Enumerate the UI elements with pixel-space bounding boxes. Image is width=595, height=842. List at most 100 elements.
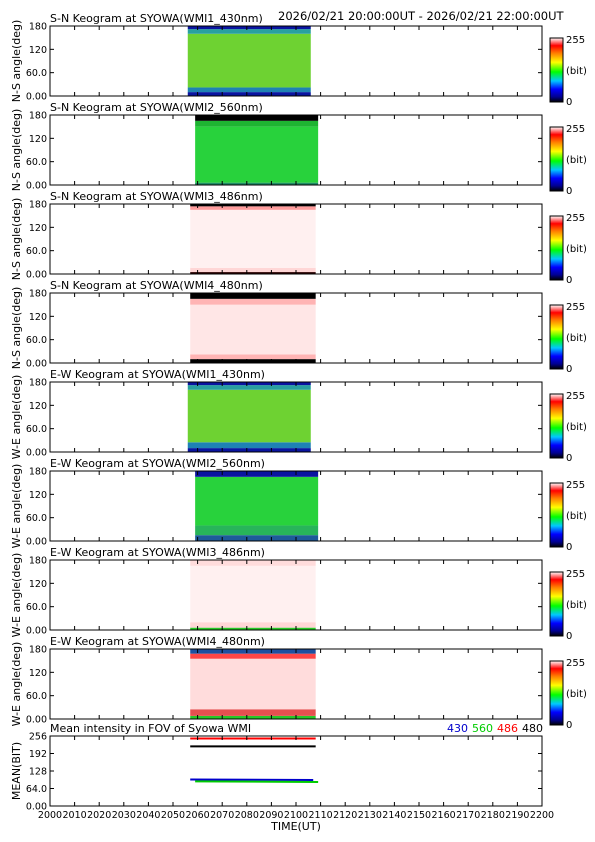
colorbar [549, 571, 564, 637]
y-tick-label: 120 [29, 490, 47, 501]
keogram-band [190, 272, 316, 274]
colorbar [549, 482, 564, 548]
y-tick-label: 0.00 [26, 537, 47, 548]
panel-title: E-W Keogram at SYOWA(WMI2_560nm) [50, 457, 265, 470]
y-axis-label: W-E angle(deg) [10, 375, 23, 460]
colorbar-min-label: 0 [566, 631, 572, 642]
keogram-band [195, 115, 319, 121]
keogram-band [195, 126, 319, 183]
keogram-band [190, 565, 316, 623]
colorbar [549, 37, 564, 103]
keogram-band [190, 359, 316, 363]
y-axis-label: N-S angle(deg) [10, 198, 23, 281]
colorbar-min-label: 0 [566, 97, 572, 108]
y-tick-label: 60.0 [26, 691, 47, 702]
x-tick-label: 2000 [38, 810, 62, 821]
keogram-panel-3: S-N Keogram at SYOWA(WMI3_486nm)180 120 60… [10, 190, 587, 286]
keogram-band [190, 354, 316, 360]
keogram-panel-2: S-N Keogram at SYOWA(WMI2_560nm)180 120 60… [10, 101, 587, 197]
y-tick-label: 0.00 [26, 270, 47, 281]
y-tick-label: 120 [29, 668, 47, 679]
y-tick-label: 192 [29, 749, 47, 760]
colorbar-max-label: 255 [566, 480, 585, 491]
keogram-band [190, 627, 316, 630]
keogram-panel-6: E-W Keogram at SYOWA(WMI2_560nm)180 120 60… [10, 457, 587, 553]
panel-title: Mean intensity in FOV of Syowa WMI [50, 722, 251, 735]
colorbar-min-label: 0 [566, 364, 572, 375]
panel-title: E-W Keogram at SYOWA(WMI1_430nm) [50, 368, 265, 381]
y-axis-label: N-S angle(deg) [10, 287, 23, 370]
y-axis-label: W-E angle(deg) [10, 553, 23, 638]
colorbar-unit-label: (bit) [566, 244, 587, 255]
colorbar [549, 126, 564, 192]
x-tick-label: 2200 [530, 810, 554, 821]
x-tick-label: 2140 [382, 810, 406, 821]
x-tick-label: 2190 [505, 810, 529, 821]
colorbar-max-label: 255 [566, 391, 585, 402]
y-tick-label: 180 [29, 289, 47, 300]
legend-486: 486 [497, 722, 518, 735]
keogram-band [187, 442, 311, 449]
panel-title: S-N Keogram at SYOWA(WMI3_486nm) [50, 190, 263, 203]
keogram-band [187, 26, 311, 30]
y-tick-label: 120 [29, 45, 47, 56]
y-tick-label: 60.0 [26, 157, 47, 168]
keogram-band [190, 209, 316, 268]
y-tick-label: 180 [29, 200, 47, 211]
colorbar [549, 215, 564, 281]
y-tick-label: 60.0 [26, 335, 47, 346]
colorbar-min-label: 0 [566, 453, 572, 464]
keogram-band [190, 206, 316, 210]
colorbar-max-label: 255 [566, 124, 585, 135]
y-tick-label: 180 [29, 22, 47, 33]
y-tick-label: 60.0 [26, 513, 47, 524]
x-tick-label: 2170 [456, 810, 480, 821]
keogram-band [195, 525, 319, 536]
keogram-band [187, 92, 311, 96]
x-tick-label: 2050 [161, 810, 185, 821]
keogram-band [187, 87, 311, 93]
keogram-band [190, 709, 316, 716]
x-tick-label: 2150 [407, 810, 431, 821]
keogram-band [195, 471, 319, 477]
colorbar-min-label: 0 [566, 542, 572, 553]
colorbar-unit-label: (bit) [566, 689, 587, 700]
y-tick-label: 64.0 [26, 784, 47, 795]
panel-title: E-W Keogram at SYOWA(WMI4_480nm) [50, 635, 265, 648]
y-axis-label: W-E angle(deg) [10, 642, 23, 727]
keogram-band [187, 389, 311, 443]
keogram-band [190, 649, 316, 654]
colorbar-unit-label: (bit) [566, 155, 587, 166]
colorbar-unit-label: (bit) [566, 333, 587, 344]
x-tick-label: 2070 [210, 810, 234, 821]
colorbar-min-label: 0 [566, 275, 572, 286]
x-tick-label: 2180 [481, 810, 505, 821]
keogram-panel-7: E-W Keogram at SYOWA(WMI3_486nm)180 120 60… [10, 546, 587, 642]
y-tick-label: 0.00 [26, 92, 47, 103]
keogram-band [190, 267, 316, 273]
colorbar-unit-label: (bit) [566, 66, 587, 77]
x-tick-label: 2080 [235, 810, 259, 821]
y-tick-label: 0.00 [26, 448, 47, 459]
series-line-560 [195, 780, 319, 783]
y-tick-label: 0.00 [26, 802, 47, 813]
keogram-panel-5: E-W Keogram at SYOWA(WMI1_430nm)180 120 60… [10, 368, 587, 464]
y-tick-label: 60.0 [26, 602, 47, 613]
x-tick-label: 2060 [186, 810, 210, 821]
time-range-header: 2026/02/21 20:00:00UT - 2026/02/21 22:00… [278, 9, 564, 23]
colorbar-unit-label: (bit) [566, 422, 587, 433]
y-axis-label: N-S angle(deg) [10, 20, 23, 103]
x-axis-label: TIME(UT) [270, 820, 321, 833]
x-tick-label: 2120 [333, 810, 357, 821]
colorbar-unit-label: (bit) [566, 600, 587, 611]
y-tick-label: 120 [29, 579, 47, 590]
keogram-band [187, 382, 311, 386]
keogram-band [195, 120, 319, 127]
colorbar-min-label: 0 [566, 720, 572, 731]
x-tick-label: 2110 [309, 810, 333, 821]
keogram-panel-4: S-N Keogram at SYOWA(WMI4_480nm)180 120 60… [10, 279, 587, 375]
colorbar [549, 304, 564, 370]
y-tick-label: 0.00 [26, 626, 47, 637]
keogram-band [190, 560, 316, 566]
